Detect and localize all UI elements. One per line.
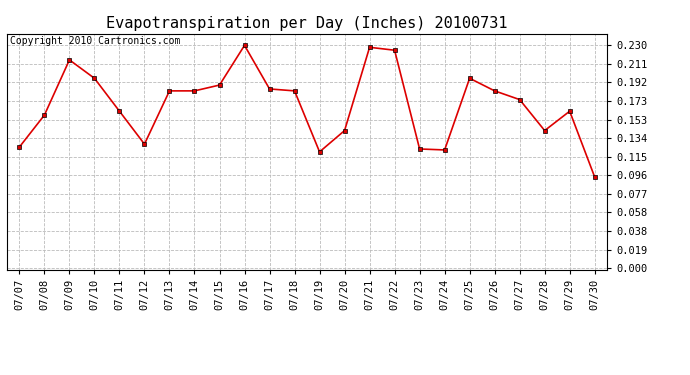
Title: Evapotranspiration per Day (Inches) 20100731: Evapotranspiration per Day (Inches) 2010… <box>106 16 508 31</box>
Text: Copyright 2010 Cartronics.com: Copyright 2010 Cartronics.com <box>10 36 180 46</box>
